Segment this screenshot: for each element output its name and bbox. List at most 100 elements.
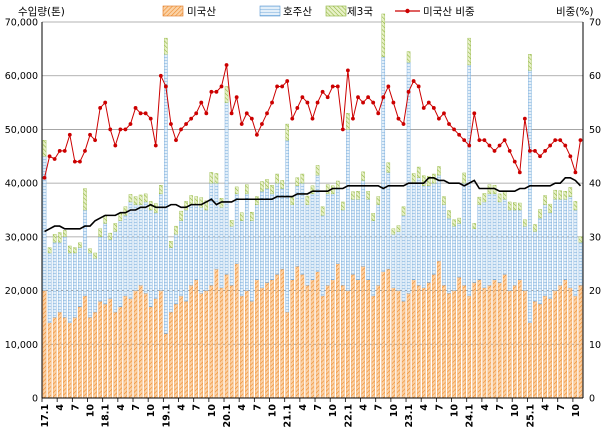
bar-us xyxy=(194,279,198,399)
bar-us xyxy=(184,301,188,399)
share-point xyxy=(275,84,280,89)
share-point xyxy=(406,89,411,94)
bar-au xyxy=(98,236,102,302)
bar-au xyxy=(250,220,254,302)
bar-au xyxy=(482,201,487,289)
x-tick-label: 24.1 xyxy=(465,404,476,427)
share-point xyxy=(548,143,553,148)
share-point xyxy=(88,132,92,137)
bar-third xyxy=(528,54,532,71)
bar-au xyxy=(578,242,583,286)
share-point xyxy=(234,95,239,100)
bar-third xyxy=(260,181,264,192)
bar-us xyxy=(341,285,345,399)
x-tick-label: 18.1 xyxy=(101,404,112,427)
bar-us xyxy=(154,298,158,399)
share-point xyxy=(447,122,451,126)
share-point xyxy=(330,84,335,89)
share-point xyxy=(522,116,527,121)
share-point xyxy=(118,127,123,132)
bar-third xyxy=(336,180,340,189)
share-point xyxy=(568,154,573,159)
bar-au xyxy=(563,199,568,281)
bar-third xyxy=(341,201,345,211)
share-point xyxy=(239,122,244,126)
bar-us xyxy=(93,311,97,399)
x-tick-label: 10 xyxy=(328,404,339,418)
bar-third xyxy=(194,196,198,205)
y-tick-right-label: 40 xyxy=(589,179,601,190)
bar-au xyxy=(229,225,234,286)
y-tick-right-label: 20 xyxy=(589,286,601,297)
share-point xyxy=(558,138,563,143)
share-point xyxy=(517,170,522,175)
bar-third xyxy=(169,240,173,248)
bar-us xyxy=(229,285,234,399)
bar-au xyxy=(361,180,365,267)
bar-au xyxy=(452,225,456,291)
bar-us xyxy=(52,317,57,399)
bar-third xyxy=(391,228,396,235)
bar-au xyxy=(538,217,542,305)
bar-us xyxy=(442,285,446,399)
bar-au xyxy=(123,215,128,297)
share-point xyxy=(492,149,497,153)
bar-au xyxy=(128,201,133,299)
bar-third xyxy=(128,194,133,203)
share-point xyxy=(477,138,482,143)
bar-au xyxy=(143,201,148,294)
bar-third xyxy=(113,223,118,232)
bar-us xyxy=(68,322,72,399)
share-point xyxy=(249,116,254,121)
bar-third xyxy=(123,206,128,216)
bar-au xyxy=(194,204,198,281)
y-tick-right-label: 70 xyxy=(589,18,601,29)
bar-au xyxy=(356,199,360,281)
bar-au xyxy=(315,174,320,272)
bar-au xyxy=(300,182,305,275)
x-tick-label: 4 xyxy=(177,404,188,411)
bar-third xyxy=(320,206,325,216)
share-point xyxy=(320,89,325,94)
bar-au xyxy=(330,193,335,281)
bar-us xyxy=(83,295,87,399)
share-point xyxy=(270,100,274,105)
bar-us xyxy=(356,279,360,399)
share-point xyxy=(244,111,249,116)
y-axis-left-title: 수입량(톤) xyxy=(18,5,65,18)
share-point xyxy=(457,132,462,137)
bar-us xyxy=(492,279,497,399)
share-point xyxy=(340,127,345,132)
bar-au xyxy=(487,193,492,286)
bar-au xyxy=(63,236,67,318)
x-tick-label: 10 xyxy=(146,404,157,418)
bar-us xyxy=(73,317,77,399)
bar-au xyxy=(507,209,512,291)
x-tick-label: 4 xyxy=(298,404,309,411)
bar-au xyxy=(179,220,183,297)
bar-au xyxy=(260,191,264,289)
share-point xyxy=(497,143,502,148)
bar-third xyxy=(310,185,315,195)
bar-au xyxy=(189,204,193,286)
share-point xyxy=(158,73,163,78)
bar-us xyxy=(351,274,355,399)
bar-third xyxy=(118,213,123,221)
bar-us xyxy=(78,306,82,399)
bar-third xyxy=(497,193,502,203)
share-point xyxy=(174,138,178,143)
bar-us xyxy=(260,287,264,399)
share-point xyxy=(204,111,209,116)
bar-us xyxy=(209,285,214,399)
bar-third xyxy=(568,187,573,197)
share-point xyxy=(391,100,396,105)
bar-third xyxy=(421,175,426,187)
bar-au xyxy=(57,242,62,313)
bar-au xyxy=(497,201,502,283)
bar-third xyxy=(138,194,143,205)
bar-third xyxy=(174,225,178,235)
bar-au xyxy=(411,182,416,281)
bar-us xyxy=(477,279,482,399)
bar-us xyxy=(103,303,107,399)
bar-third xyxy=(477,196,482,205)
